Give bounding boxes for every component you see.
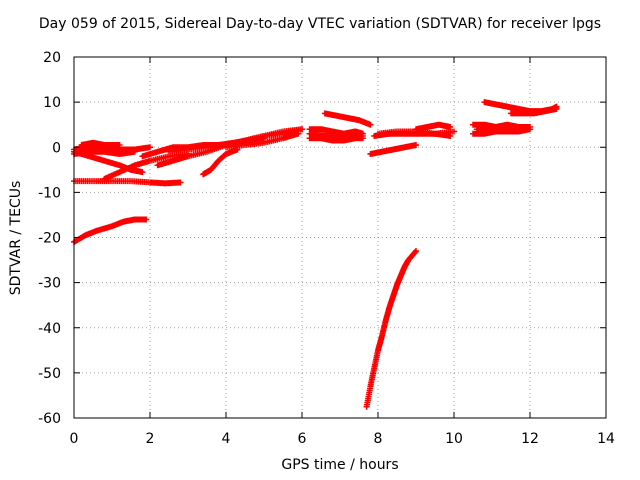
y-tick-label: -10 xyxy=(38,185,61,201)
data-point-markers xyxy=(71,216,150,246)
series-track-minus7 xyxy=(71,178,184,187)
data-point-markers xyxy=(306,130,366,139)
series-track-seg-11-c xyxy=(473,126,514,133)
series-track-seg-8 xyxy=(367,141,419,158)
data-point-markers xyxy=(508,105,560,117)
series-track-flat-a xyxy=(223,130,302,151)
series-track-seg-high-b xyxy=(508,105,560,117)
data-point-markers xyxy=(375,128,457,137)
y-tick-label: -40 xyxy=(38,321,61,337)
data-point-markers xyxy=(321,110,374,128)
data-point-markers xyxy=(78,139,123,148)
x-tick-label: 0 xyxy=(70,431,79,447)
series-track-zero-b xyxy=(71,148,138,158)
data-point-markers xyxy=(101,151,191,182)
series-track-dip xyxy=(200,146,241,178)
x-tick-label: 8 xyxy=(374,431,383,447)
data-point-markers xyxy=(71,178,184,187)
data-point-markers xyxy=(71,148,138,158)
data-point-markers xyxy=(473,126,514,133)
series-track-drop xyxy=(363,248,419,410)
x-axis-label: GPS time / hours xyxy=(281,457,399,473)
chart-title: Day 059 of 2015, Sidereal Day-to-day VTE… xyxy=(38,16,602,32)
data-point-markers xyxy=(413,121,454,133)
x-tick-label: 10 xyxy=(445,431,463,447)
series-track-seg-9-10 xyxy=(413,121,454,133)
y-tick-label: -60 xyxy=(38,411,61,427)
y-tick-label: -50 xyxy=(38,366,61,382)
data-point-markers xyxy=(363,248,419,410)
y-tick-label: 20 xyxy=(43,50,61,66)
data-points xyxy=(71,99,560,410)
x-tick-label: 2 xyxy=(146,431,155,447)
data-point-markers xyxy=(367,141,419,158)
x-tick-label: 14 xyxy=(597,431,615,447)
series-track-low xyxy=(71,216,150,246)
x-tick-label: 6 xyxy=(298,431,307,447)
y-tick-label: -20 xyxy=(38,231,61,247)
x-tick-label: 12 xyxy=(521,431,539,447)
series-track-seg-6-7-c xyxy=(306,130,366,139)
data-point-markers xyxy=(200,146,241,178)
series-track-zero-c xyxy=(78,139,123,148)
y-tick-label: 0 xyxy=(52,140,61,156)
y-tick-label: -30 xyxy=(38,276,61,292)
y-axis-label: SDTVAR / TECUs xyxy=(8,180,24,296)
data-point-markers xyxy=(223,130,302,151)
y-tick-label: 10 xyxy=(43,95,61,111)
x-tick-label: 4 xyxy=(222,431,231,447)
series-track-diag-up xyxy=(101,151,191,182)
series-track-seg-7-high xyxy=(321,110,374,128)
axis-ticks: 0 2 4 6 8 10 12 14 -60 -50 -40 -30 -20 -10 0 10 20 xyxy=(38,50,615,447)
series-track-seg-8-10-b xyxy=(375,128,457,137)
